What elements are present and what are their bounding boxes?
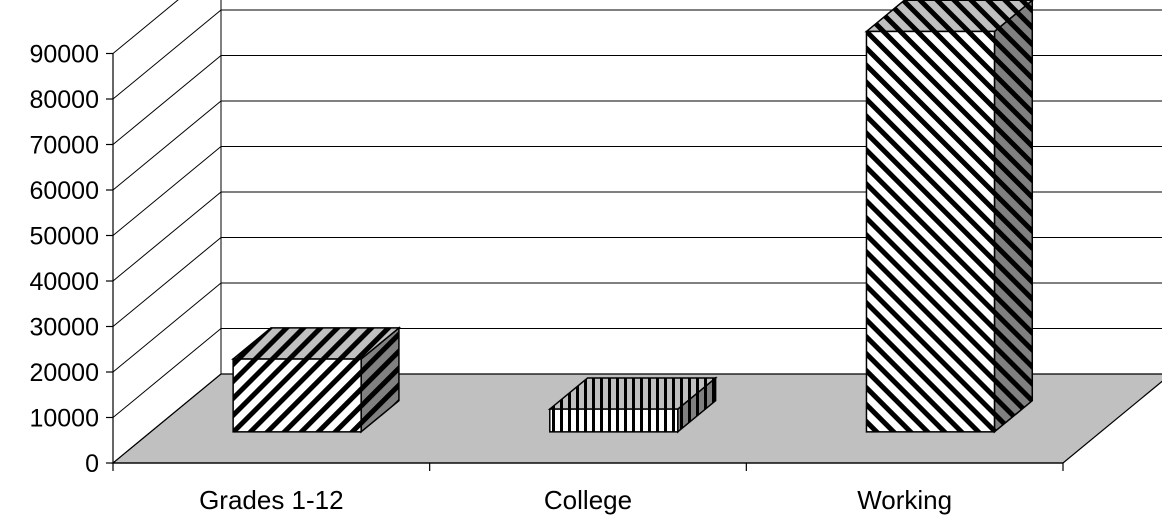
side-wall-gridline bbox=[112, 146, 222, 236]
side-wall-gridline bbox=[112, 191, 222, 282]
axis-layer bbox=[106, 52, 1064, 471]
y-tick-label: 10000 bbox=[29, 405, 99, 433]
y-tick-label: 30000 bbox=[29, 314, 99, 342]
y-tick-label: 90000 bbox=[29, 41, 99, 69]
bars-layer bbox=[231, 0, 1034, 434]
y-tick-label: 70000 bbox=[29, 132, 99, 160]
bar-front bbox=[232, 358, 362, 433]
side-wall-gridline bbox=[112, 0, 179, 54]
bar bbox=[547, 376, 718, 434]
labels-layer: 0 10000 20000 30000 40000 50000 60000 70000 8000… bbox=[29, 41, 952, 516]
side-wall-gridline bbox=[112, 282, 222, 373]
side-wall-gridline bbox=[112, 328, 222, 418]
y-tick-label: 60000 bbox=[29, 177, 99, 205]
side-wall-gridline bbox=[112, 100, 222, 191]
x-tick-label: College bbox=[544, 485, 632, 515]
bar bbox=[864, 0, 1034, 434]
x-tick-label: Working bbox=[857, 485, 952, 515]
x-tick-label: Grades 1-12 bbox=[199, 485, 344, 515]
y-tick-label: 80000 bbox=[29, 86, 99, 114]
side-wall-gridline bbox=[112, 9, 222, 100]
y-tick-label: 40000 bbox=[29, 268, 99, 296]
bar-front bbox=[865, 30, 996, 433]
bar-side bbox=[993, 0, 1034, 434]
side-wall-gridline bbox=[112, 373, 222, 464]
y-tick-label: 20000 bbox=[29, 359, 99, 387]
bar bbox=[231, 326, 402, 434]
bar-front bbox=[549, 408, 679, 433]
y-tick-label: 50000 bbox=[29, 223, 99, 251]
side-wall-gridline bbox=[112, 237, 222, 327]
y-tick-label: 0 bbox=[85, 450, 99, 478]
side-wall-gridline bbox=[112, 55, 222, 145]
